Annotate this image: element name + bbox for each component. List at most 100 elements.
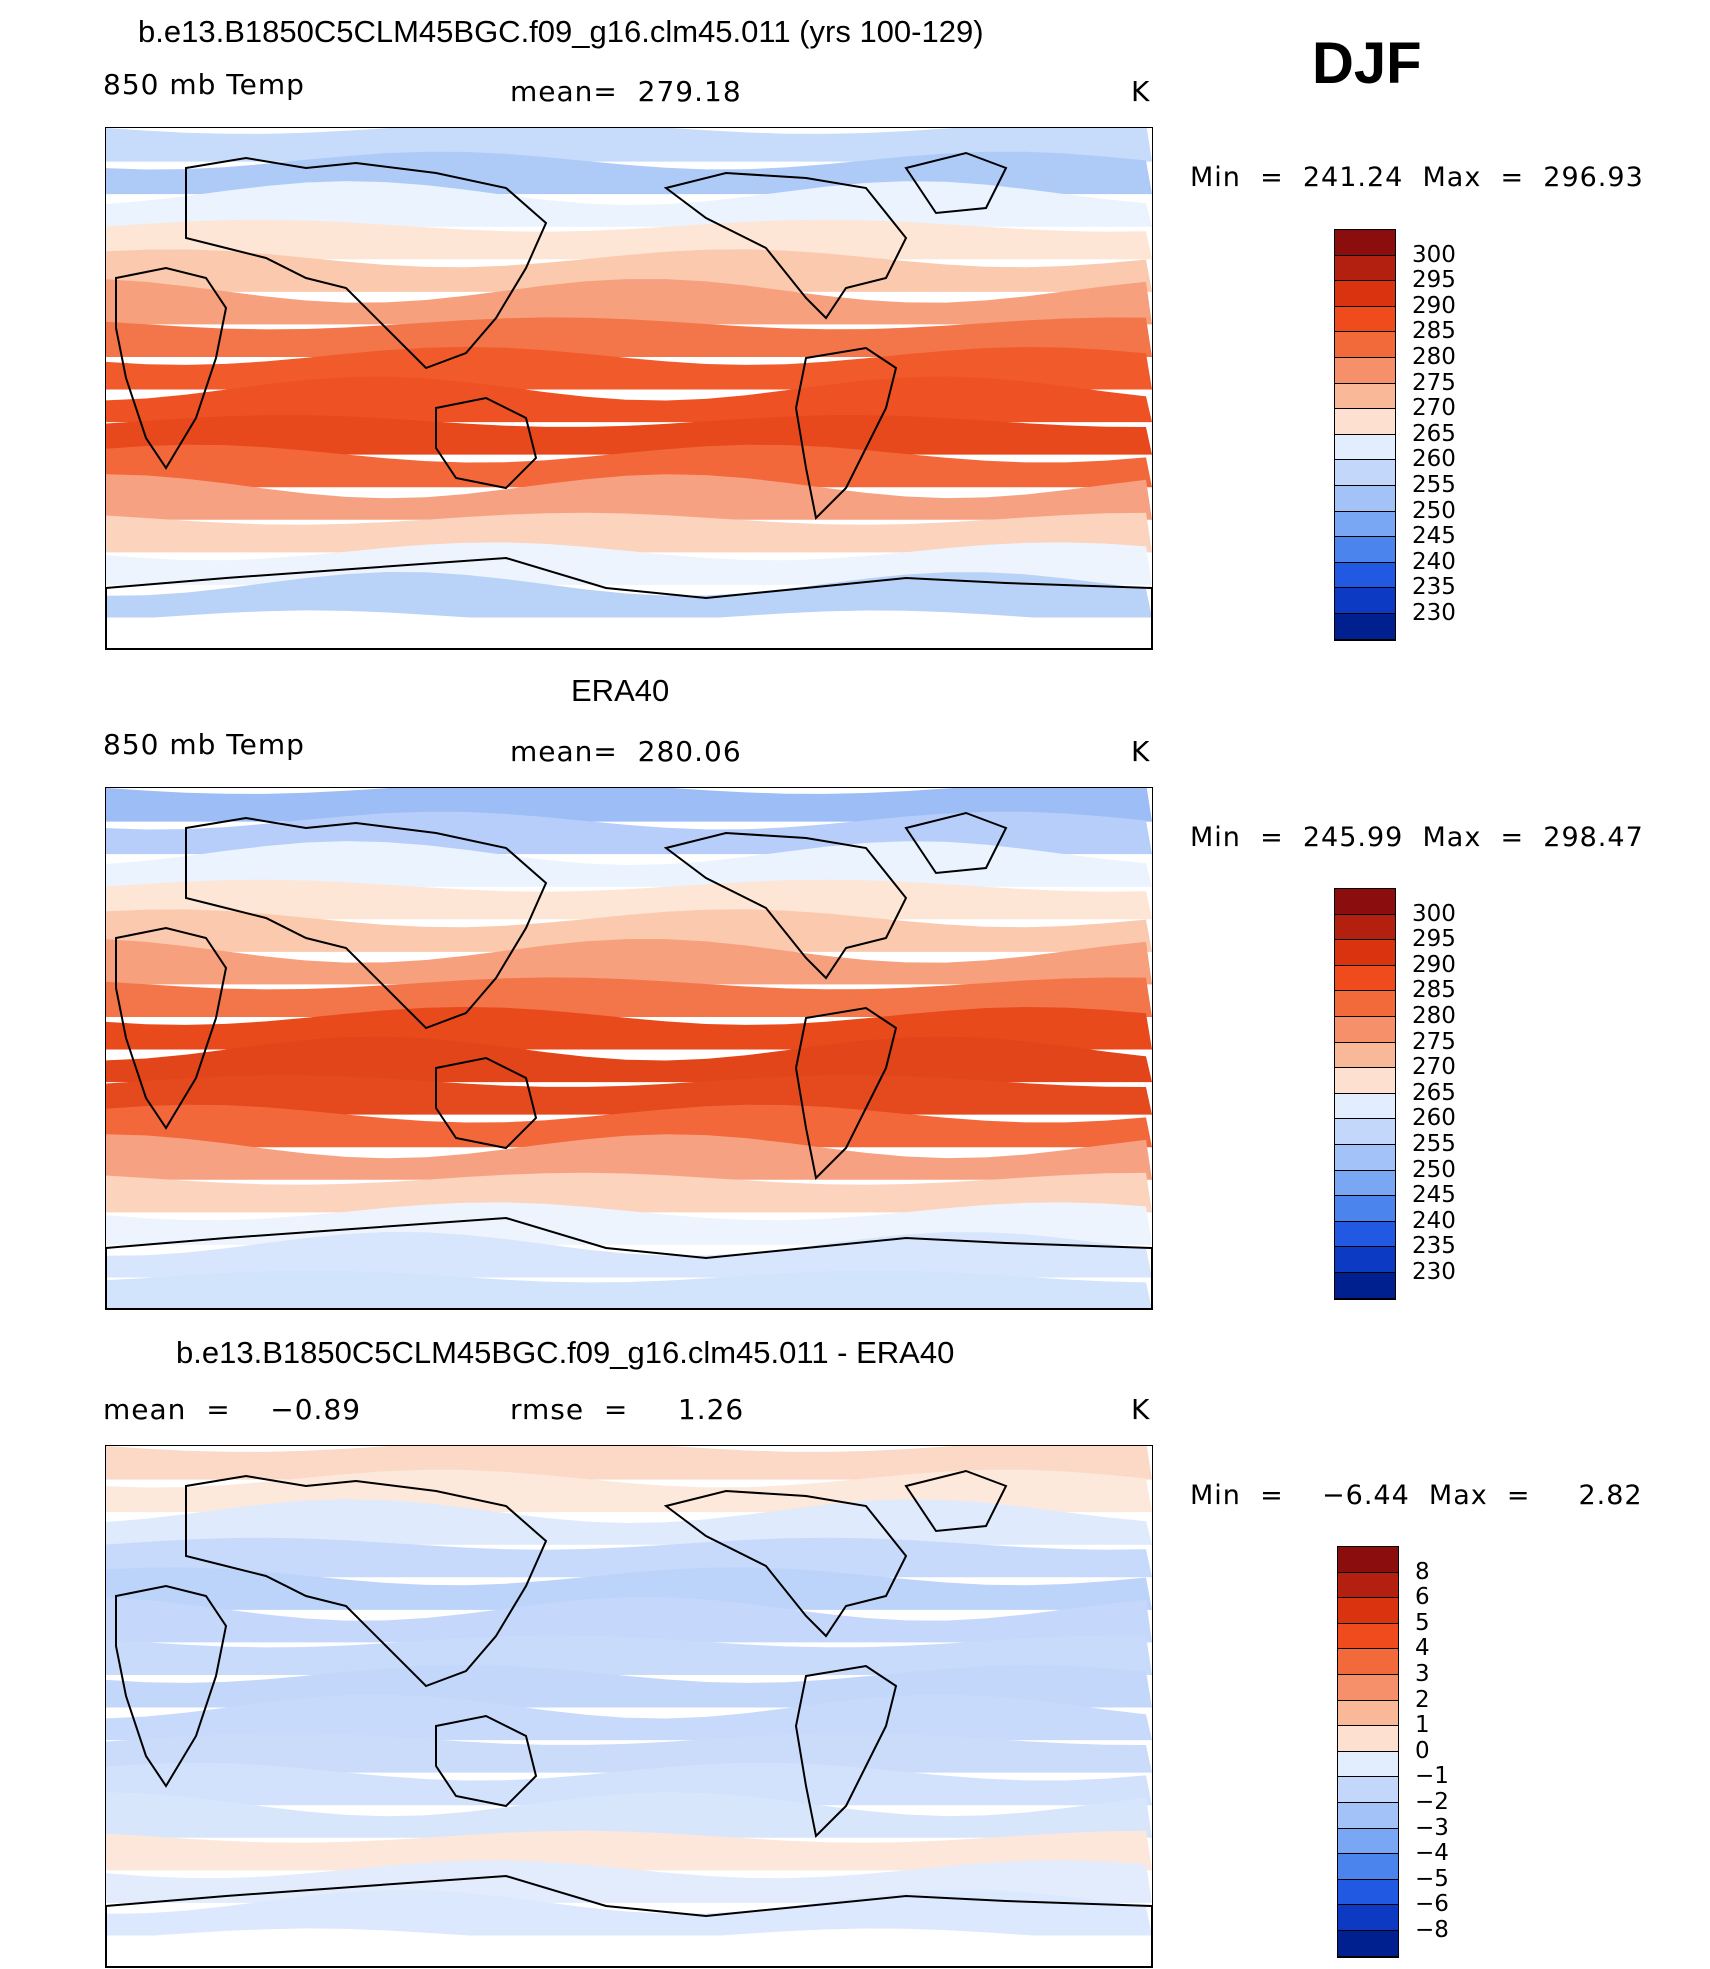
temperature-band xyxy=(106,444,1152,488)
colorbar-swatch xyxy=(1335,1272,1395,1299)
colorbar-swatch xyxy=(1335,1221,1395,1248)
colorbar-box xyxy=(1334,888,1396,1300)
coastline xyxy=(106,1216,1152,1309)
colorbar-swatch xyxy=(1335,434,1395,461)
colorbar-label: 285 xyxy=(1412,318,1456,345)
colorbar-label: 250 xyxy=(1412,497,1456,524)
coastline xyxy=(185,156,548,370)
colorbar-label: 280 xyxy=(1412,344,1456,370)
temperature-band xyxy=(106,415,1152,455)
coastline xyxy=(904,151,1008,215)
colorbar-swatch xyxy=(1338,1751,1398,1778)
coastline xyxy=(904,811,1008,875)
colorbar-label: −4 xyxy=(1415,1840,1449,1867)
colorbar-swatch xyxy=(1335,230,1395,256)
colorbar-label: −5 xyxy=(1415,1865,1449,1892)
colorbar-swatch xyxy=(1335,965,1395,992)
temperature-band xyxy=(106,1792,1152,1838)
temperature-band xyxy=(106,1733,1152,1773)
temperature-band xyxy=(106,788,1152,822)
temperature-band xyxy=(106,128,1152,162)
colorbar-swatch xyxy=(1335,357,1395,384)
temperature-band xyxy=(106,1172,1152,1213)
temperature-band xyxy=(106,1635,1152,1675)
temperature-band xyxy=(106,512,1152,553)
colorbar-swatch xyxy=(1335,1016,1395,1043)
coastline xyxy=(904,1469,1008,1533)
colorbar-label: −6 xyxy=(1415,1891,1449,1918)
colorbar-label: 290 xyxy=(1412,951,1456,978)
temperature-band xyxy=(106,977,1152,1017)
panel-3-rmse-label: rmse = 1.26 xyxy=(510,1393,745,1426)
panel-2-title: ERA40 xyxy=(571,673,670,708)
colorbar-label: 255 xyxy=(1412,1131,1456,1157)
colorbar-swatch xyxy=(1335,1042,1395,1069)
temperature-band xyxy=(106,1104,1152,1148)
panel-1-field xyxy=(106,128,1152,649)
colorbar-label: 275 xyxy=(1412,1028,1456,1055)
colorbar-swatch xyxy=(1335,537,1395,563)
colorbar-label: 230 xyxy=(1412,600,1456,626)
colorbar-label: 265 xyxy=(1412,1079,1456,1106)
temperature-band xyxy=(106,249,1152,292)
panel-2-mean-label: mean= 280.06 xyxy=(510,735,742,768)
colorbar-swatch xyxy=(1338,1700,1398,1727)
colorbar-swatch xyxy=(1338,1674,1398,1701)
panel-1-unit-label: K xyxy=(1131,75,1151,108)
temperature-band xyxy=(106,1270,1152,1309)
colorbar-swatch xyxy=(1338,1777,1398,1803)
temperature-band xyxy=(106,1446,1152,1480)
temperature-band xyxy=(106,1075,1152,1115)
colorbar-label: 6 xyxy=(1415,1584,1430,1611)
colorbar-label: 235 xyxy=(1412,1233,1456,1260)
coastline xyxy=(663,171,908,320)
temperature-band xyxy=(106,279,1152,325)
temperature-band xyxy=(106,1537,1152,1578)
colorbar-label: 255 xyxy=(1412,472,1456,498)
colorbar-label: 0 xyxy=(1415,1737,1430,1764)
panel-1-variable-label: 850 mb Temp xyxy=(103,68,305,101)
panel-1-title: b.e13.B1850C5CLM45BGC.f09_g16.clm45.011 … xyxy=(138,14,984,49)
coastline xyxy=(115,926,228,1130)
colorbar-label: −1 xyxy=(1415,1763,1449,1790)
panel-1-mean-label: mean= 279.18 xyxy=(510,75,742,108)
colorbar-swatch xyxy=(1335,562,1395,589)
colorbar-swatch xyxy=(1335,991,1395,1017)
panel-2-field xyxy=(106,788,1152,1309)
colorbar-swatch xyxy=(1335,1093,1395,1120)
colorbar-swatch xyxy=(1335,1068,1395,1094)
colorbar-swatch xyxy=(1338,1854,1398,1880)
coastline xyxy=(435,396,538,490)
panel-2-variable-label: 850 mb Temp xyxy=(103,728,305,761)
temperature-band xyxy=(106,572,1152,618)
panel-3-minmax: Min = −6.44 Max = 2.82 xyxy=(1190,1480,1643,1511)
colorbar-label: 240 xyxy=(1412,1207,1456,1234)
colorbar-box xyxy=(1334,229,1396,641)
colorbar-swatch xyxy=(1335,1196,1395,1222)
colorbar-box xyxy=(1337,1546,1399,1958)
colorbar-swatch xyxy=(1338,1930,1398,1957)
colorbar-label: 285 xyxy=(1412,977,1456,1004)
temperature-band xyxy=(106,1232,1152,1278)
coastline xyxy=(106,1874,1152,1967)
colorbar-swatch xyxy=(1335,588,1395,614)
colorbar-label: 275 xyxy=(1412,369,1456,396)
colorbar-swatch xyxy=(1335,281,1395,307)
panel-1-map xyxy=(105,127,1153,650)
colorbar-label: 265 xyxy=(1412,420,1456,447)
temperature-band xyxy=(106,610,1152,649)
colorbar-label: 260 xyxy=(1412,446,1456,473)
colorbar-swatch xyxy=(1338,1572,1398,1599)
colorbar-swatch xyxy=(1335,511,1395,538)
panel-3-field xyxy=(106,1446,1152,1967)
panel-3-title: b.e13.B1850C5CLM45BGC.f09_g16.clm45.011 … xyxy=(176,1335,955,1370)
colorbar-label: 230 xyxy=(1412,1259,1456,1285)
colorbar-label: 4 xyxy=(1415,1635,1430,1662)
colorbar-label: 290 xyxy=(1412,292,1456,319)
colorbar-label: 3 xyxy=(1415,1661,1430,1687)
coastline xyxy=(794,1006,898,1181)
temperature-band xyxy=(106,909,1152,952)
temperature-band xyxy=(106,219,1152,260)
coastline xyxy=(435,1056,538,1150)
colorbar-label: 5 xyxy=(1415,1609,1430,1636)
